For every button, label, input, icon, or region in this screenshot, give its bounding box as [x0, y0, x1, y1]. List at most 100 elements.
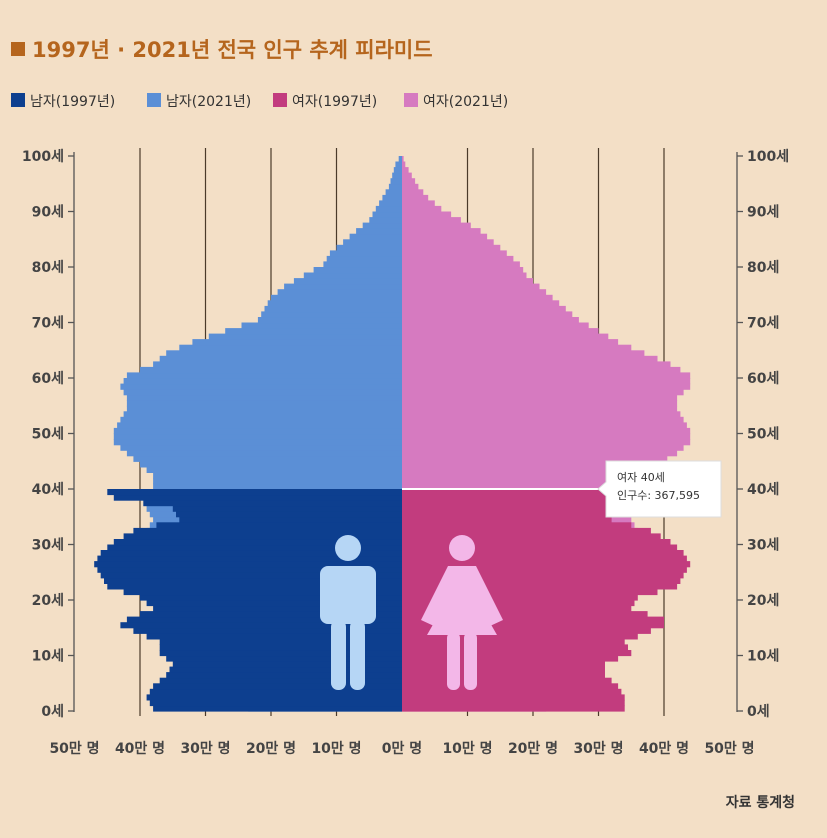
bar: [402, 516, 612, 523]
bar: [402, 156, 404, 163]
bar: [402, 366, 681, 374]
bar: [261, 311, 402, 318]
bar: [393, 167, 402, 174]
bar: [153, 361, 402, 368]
bar: [375, 205, 402, 213]
x-tick-label: 20만 명: [508, 740, 558, 757]
y-tick-label-left: 60세: [32, 371, 64, 387]
bar: [402, 539, 671, 546]
bar: [402, 433, 691, 440]
bar: [402, 205, 442, 213]
bar: [146, 694, 402, 701]
bar: [402, 350, 645, 357]
axes: 0세 0세 10세 10세 20세 20세 30세 30세 40세 40세 50세 50세 60세 60세…: [22, 149, 789, 757]
legend-label-female-2021: 여자(2021년): [423, 94, 508, 110]
x-tick-label: 30만 명: [180, 740, 230, 757]
bar: [379, 200, 402, 207]
bar: [402, 605, 632, 612]
y-tick-label-left: 50세: [32, 427, 64, 443]
bar: [402, 278, 533, 285]
bar: [140, 461, 402, 468]
bar: [123, 533, 402, 540]
bar: [402, 683, 619, 690]
y-tick-label-right: 80세: [747, 260, 779, 276]
y-tick-label-left: 30세: [32, 538, 64, 554]
bar: [143, 500, 403, 507]
bar: [140, 366, 402, 374]
bar: [140, 611, 402, 618]
bar: [402, 622, 664, 629]
bar: [107, 583, 403, 590]
bar: [159, 677, 402, 684]
bar: [117, 422, 402, 429]
bar: [133, 455, 402, 462]
bar: [257, 317, 402, 324]
bar: [402, 422, 687, 429]
bar: [402, 222, 471, 229]
tooltip-box: [597, 460, 722, 518]
bar: [402, 505, 619, 512]
bar: [402, 289, 547, 296]
bar: [159, 355, 402, 362]
bar: [402, 283, 540, 290]
bar: [277, 289, 402, 296]
y-tick-label-left: 10세: [32, 649, 64, 665]
bar: [402, 161, 406, 168]
y-tick-label-left: 80세: [32, 260, 64, 276]
bar: [241, 322, 402, 329]
bar: [126, 616, 403, 623]
bar: [402, 311, 573, 318]
bar: [153, 483, 402, 490]
x-tick-label: 0만 명: [382, 740, 422, 757]
bar: [402, 167, 409, 174]
bar: [97, 555, 403, 562]
bar: [398, 156, 402, 163]
legend-swatch-female-2021: [404, 93, 418, 107]
bar: [264, 305, 402, 313]
bar: [349, 233, 402, 240]
bar: [107, 544, 403, 551]
bar: [402, 389, 684, 396]
bar: [402, 328, 599, 335]
chart-title: 1997년 · 2021년 전국 인구 추계 피라미드: [32, 38, 433, 62]
bar: [402, 427, 691, 435]
bar: [402, 411, 681, 418]
x-tick-label: 50만 명: [49, 740, 99, 757]
bar: [126, 405, 403, 412]
bar: [402, 217, 461, 224]
bar: [208, 333, 402, 340]
bar: [176, 511, 402, 518]
bar: [303, 272, 403, 279]
bar: [402, 699, 625, 707]
bar: [402, 255, 514, 262]
bar: [402, 461, 658, 468]
bar: [402, 178, 416, 185]
bar: [120, 622, 403, 629]
bar: [402, 650, 632, 657]
bar: [192, 339, 402, 346]
bar: [402, 172, 412, 179]
x-tick-label: 40만 명: [639, 740, 689, 757]
bar: [402, 661, 605, 668]
bar: [402, 450, 678, 457]
y-tick-label-right: 70세: [747, 316, 779, 332]
bar: [402, 644, 628, 651]
bar: [329, 250, 402, 257]
x-tick-label: 40만 명: [115, 740, 165, 757]
bar: [402, 355, 658, 362]
y-tick-label-right: 100세: [747, 149, 789, 165]
bar: [172, 661, 403, 668]
bar: [369, 217, 403, 224]
bar: [402, 655, 619, 662]
bar: [100, 572, 402, 579]
bar: [402, 527, 651, 534]
bar: [395, 161, 402, 168]
tooltip-title: 여자 40세: [617, 471, 665, 484]
bar: [126, 450, 403, 457]
bar: [402, 394, 678, 401]
bar: [126, 394, 403, 401]
bar: [402, 500, 645, 507]
bar: [402, 378, 691, 385]
bar: [402, 333, 609, 340]
bar: [385, 189, 402, 196]
